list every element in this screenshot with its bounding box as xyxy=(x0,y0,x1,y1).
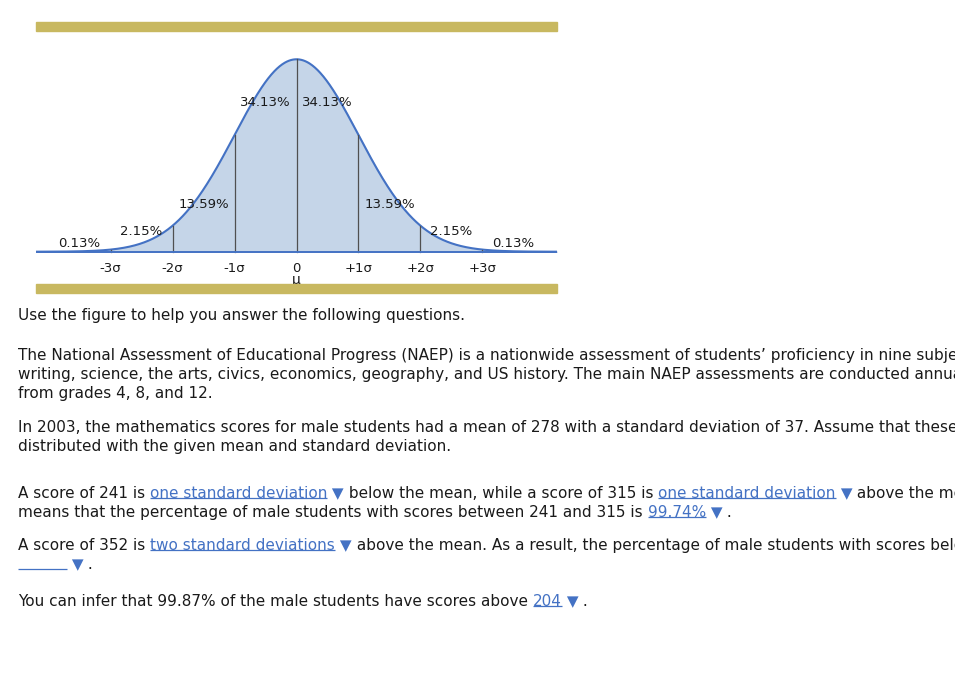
Text: The National Assessment of Educational Progress (NAEP) is a nationwide assessmen: The National Assessment of Educational P… xyxy=(18,348,955,363)
Text: from grades 4, 8, and 12.: from grades 4, 8, and 12. xyxy=(18,386,213,401)
Text: 0: 0 xyxy=(292,263,301,275)
Text: 0.13%: 0.13% xyxy=(58,237,100,249)
Text: -1σ: -1σ xyxy=(223,263,245,275)
Text: μ: μ xyxy=(292,273,301,287)
Text: 13.59%: 13.59% xyxy=(364,198,414,211)
Text: -2σ: -2σ xyxy=(161,263,183,275)
Text: ▼: ▼ xyxy=(562,594,579,609)
Text: below the mean, while a score of 315 is: below the mean, while a score of 315 is xyxy=(344,486,658,501)
Text: two standard deviations: two standard deviations xyxy=(150,538,335,553)
Text: .: . xyxy=(579,594,588,609)
Text: ▼: ▼ xyxy=(67,557,83,572)
Text: 13.59%: 13.59% xyxy=(179,198,229,211)
Text: 99.74%: 99.74% xyxy=(647,505,706,520)
Text: above the mean. This: above the mean. This xyxy=(853,486,955,501)
Text: -3σ: -3σ xyxy=(100,263,121,275)
Text: +2σ: +2σ xyxy=(407,263,435,275)
Text: writing, science, the arts, civics, economics, geography, and US history. The ma: writing, science, the arts, civics, econ… xyxy=(18,367,955,382)
Text: one standard deviation: one standard deviation xyxy=(150,486,328,501)
Text: A score of 352 is: A score of 352 is xyxy=(18,538,150,553)
Text: .: . xyxy=(83,557,94,572)
Text: ▼: ▼ xyxy=(836,486,853,501)
Text: .: . xyxy=(722,505,732,520)
Text: ▼: ▼ xyxy=(328,486,344,501)
Text: A score of 241 is: A score of 241 is xyxy=(18,486,150,501)
Text: 2.15%: 2.15% xyxy=(120,225,162,238)
Text: ▼: ▼ xyxy=(706,505,722,520)
Text: distributed with the given mean and standard deviation.: distributed with the given mean and stan… xyxy=(18,439,451,454)
Text: 2.15%: 2.15% xyxy=(431,225,473,238)
Text: 34.13%: 34.13% xyxy=(241,96,291,109)
Text: one standard deviation: one standard deviation xyxy=(658,486,836,501)
Text: means that the percentage of male students with scores between 241 and 315 is: means that the percentage of male studen… xyxy=(18,505,647,520)
Text: 0.13%: 0.13% xyxy=(493,237,535,249)
Text: +1σ: +1σ xyxy=(345,263,372,275)
Text: +3σ: +3σ xyxy=(469,263,497,275)
Text: ▼: ▼ xyxy=(335,538,351,553)
Text: 34.13%: 34.13% xyxy=(302,96,352,109)
Text: above the mean. As a result, the percentage of male students with scores below 3: above the mean. As a result, the percent… xyxy=(351,538,955,553)
Text: In 2003, the mathematics scores for male students had a mean of 278 with a stand: In 2003, the mathematics scores for male… xyxy=(18,420,955,435)
Text: 204: 204 xyxy=(533,594,562,609)
Text: You can infer that 99.87% of the male students have scores above: You can infer that 99.87% of the male st… xyxy=(18,594,533,609)
Text: Use the figure to help you answer the following questions.: Use the figure to help you answer the fo… xyxy=(18,308,465,323)
